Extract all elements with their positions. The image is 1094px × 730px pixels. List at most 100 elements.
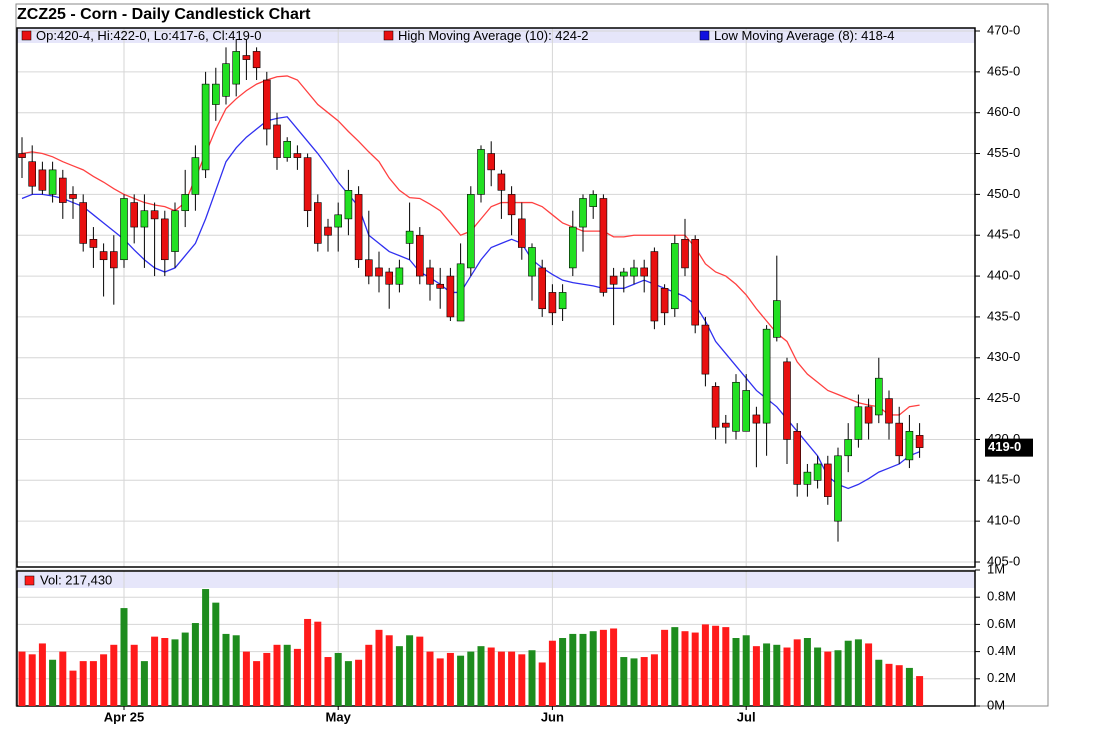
candle-body: [201, 83, 210, 171]
candle-body: [568, 226, 577, 269]
volume-bar: [436, 658, 444, 706]
volume-bar: [355, 659, 363, 706]
volume-bar: [181, 632, 189, 706]
candle-body: [864, 406, 873, 424]
legend-swatch: [383, 30, 394, 41]
x-tick-label: May: [326, 709, 352, 724]
volume-bar: [875, 659, 883, 706]
candle-body: [69, 194, 77, 199]
y-tick-label: 410-0: [987, 513, 1020, 528]
volume-bar: [314, 621, 322, 706]
volume-bar: [334, 652, 342, 706]
candle-body: [313, 202, 322, 244]
candle-body: [354, 194, 363, 261]
volume-bar: [640, 657, 648, 706]
volume-bar: [151, 636, 159, 706]
y-tick-label: 430-0: [987, 349, 1020, 364]
volume-bar: [28, 654, 36, 706]
volume-bar: [171, 639, 179, 706]
volume-bar: [130, 644, 138, 706]
candle-body: [58, 177, 67, 203]
volume-bar: [844, 640, 852, 706]
volume-bar: [457, 655, 465, 706]
volume-bar: [69, 670, 77, 706]
volume-bar: [304, 618, 312, 706]
volume-bar: [140, 661, 148, 706]
candle-body: [640, 267, 649, 277]
volume-bar: [253, 661, 261, 706]
candle-body: [18, 153, 26, 158]
volume-bar: [365, 644, 373, 706]
candle-body: [762, 328, 771, 424]
volume-bar: [691, 632, 699, 706]
x-tick-label: Jul: [737, 709, 756, 724]
candle-body: [589, 194, 598, 207]
volume-bar: [916, 676, 924, 706]
volume-bar: [732, 638, 740, 706]
candle-body: [273, 124, 281, 158]
volume-bar: [120, 608, 128, 706]
last-price-box: [985, 438, 1033, 457]
volume-bar: [283, 644, 291, 706]
candle-body: [487, 153, 496, 171]
last-price-label: 419-0: [988, 439, 1021, 454]
candle-body: [171, 210, 179, 252]
volume-bar: [477, 646, 485, 706]
volume-bar: [59, 651, 67, 706]
x-tick-label: Jun: [541, 709, 564, 724]
candle-body: [252, 51, 261, 69]
volume-bar: [773, 644, 781, 706]
candle-body: [548, 292, 557, 314]
candle-body: [834, 455, 842, 522]
y-tick-label: 0M: [987, 697, 1005, 712]
candle-body: [538, 267, 547, 310]
volume-bar: [589, 631, 597, 706]
candle-body: [477, 149, 485, 195]
y-tick-label: 415-0: [987, 472, 1020, 487]
y-tick-label: 425-0: [987, 390, 1020, 405]
outer-frame: [15, 3, 1049, 707]
candle-body: [446, 275, 455, 318]
volume-bar: [701, 624, 709, 706]
candle-body: [405, 230, 414, 244]
volume-bar: [212, 602, 220, 706]
candle-body: [364, 259, 373, 277]
plot-frame: [16, 570, 976, 707]
volume-bar: [467, 651, 475, 706]
candle-body: [783, 361, 791, 440]
volume-bar: [885, 663, 893, 706]
legend-text: Low Moving Average (8): 418-4: [714, 28, 894, 43]
legend-swatch: [24, 575, 35, 586]
volume-bar: [834, 650, 842, 706]
candle-body: [150, 210, 159, 220]
candle-body: [456, 263, 465, 322]
y-tick-label: 470-0: [987, 22, 1020, 37]
y-tick-label: 440-0: [987, 268, 1020, 283]
volume-bar: [681, 631, 689, 706]
candle-body: [854, 406, 863, 440]
volume-bar: [671, 627, 679, 706]
volume-bar: [528, 650, 536, 706]
candle-body: [793, 430, 802, 485]
volume-bar: [395, 646, 403, 706]
candle-body: [99, 251, 108, 261]
candle-body: [436, 283, 445, 289]
candle-body: [140, 210, 149, 228]
candle-body: [742, 390, 751, 432]
volume-bar: [722, 627, 730, 706]
candle-body: [426, 267, 434, 285]
y-tick-label: 460-0: [987, 104, 1020, 119]
volume-bar: [650, 654, 658, 706]
candle-body: [813, 463, 822, 481]
legend-text: High Moving Average (10): 424-2: [398, 28, 589, 43]
volume-bar: [191, 623, 199, 706]
volume-bar: [344, 661, 352, 706]
volume-bar: [712, 625, 720, 706]
volume-bar: [110, 644, 118, 706]
candle-body: [609, 275, 618, 285]
candle-body: [395, 267, 404, 285]
candle-body: [181, 194, 189, 212]
volume-bar: [161, 638, 169, 706]
candle-body: [212, 83, 220, 105]
candle-body: [701, 324, 710, 375]
